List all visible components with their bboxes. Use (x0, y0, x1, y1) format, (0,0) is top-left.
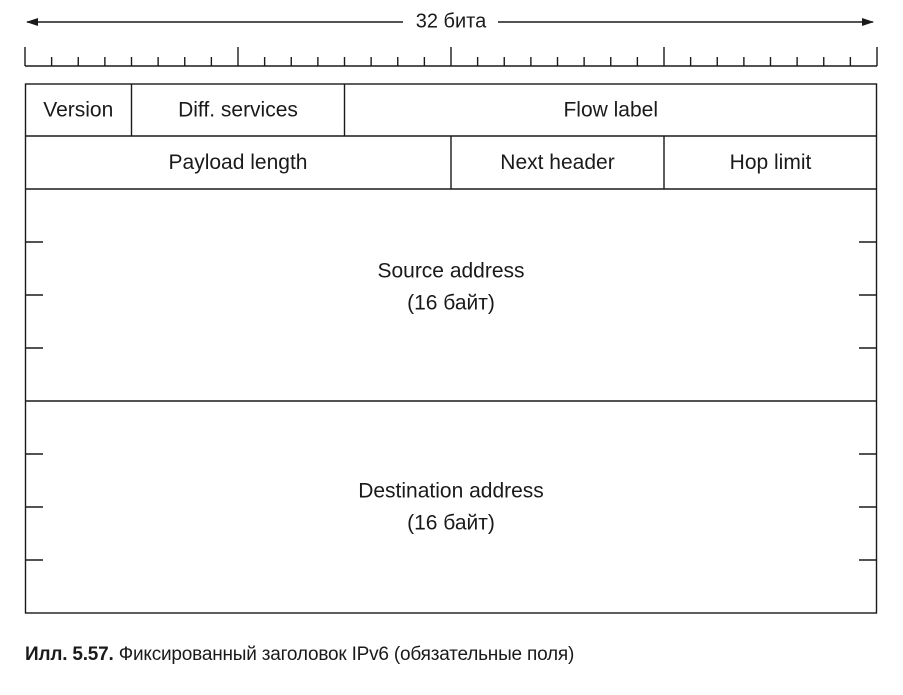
destination-address-block: Destination address (16 байт) (358, 480, 544, 535)
bit-ruler (24, 47, 878, 67)
field-payload-length-label: Payload length (169, 151, 308, 174)
destination-address-size: (16 байт) (407, 512, 495, 535)
figure-caption-text: Фиксированный заголовок IPv6 (обязательн… (118, 644, 575, 665)
field-flow-label-label: Flow label (563, 99, 658, 122)
field-version-label: Version (43, 99, 113, 122)
header-fields: Version Diff. services Flow label Payload l… (43, 84, 812, 189)
figure-number: Илл. 5.57. (25, 644, 114, 665)
source-address-label: Source address (377, 260, 524, 283)
source-address-block: Source address (16 байт) (377, 260, 524, 315)
field-diff-services-label: Diff. services (178, 99, 298, 122)
field-hop-limit-label: Hop limit (730, 151, 812, 174)
source-address-size: (16 байт) (407, 292, 495, 315)
bit-width-arrow: 32 бита (26, 10, 874, 32)
bit-width-label: 32 бита (416, 10, 487, 32)
figure-caption: Илл. 5.57. Фиксированный заголовок IPv6 … (25, 644, 574, 666)
word-boundary-ticks (25, 241, 877, 561)
destination-address-label: Destination address (358, 480, 544, 503)
ipv6-header-diagram: 32 бита Version Diff. services Flow label P… (24, 10, 878, 614)
field-next-header-label: Next header (500, 151, 614, 174)
